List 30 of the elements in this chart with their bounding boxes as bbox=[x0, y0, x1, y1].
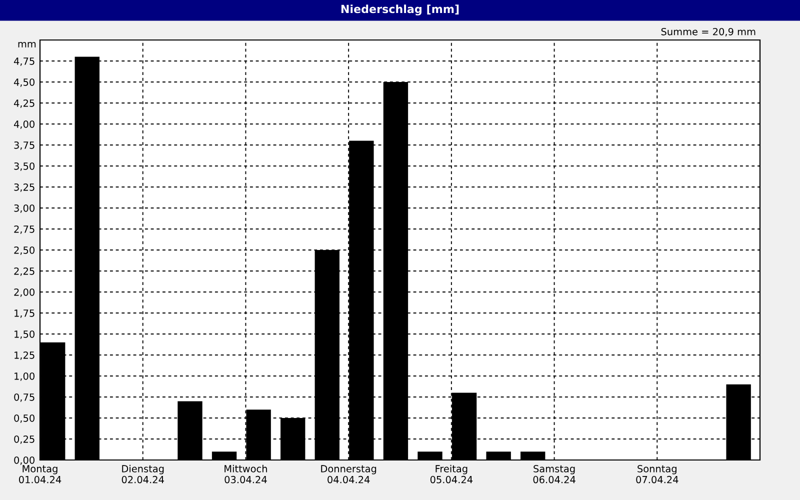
x-tick-label: Donnerstag 04.04.24 bbox=[321, 465, 376, 484]
x-tick-label: Samstag 06.04.24 bbox=[533, 465, 576, 484]
y-tick-label: 1,25 bbox=[14, 351, 34, 360]
y-tick-label: 4,00 bbox=[14, 120, 34, 129]
x-tick-label: Freitag 05.04.24 bbox=[430, 464, 473, 484]
y-tick-label: 3,75 bbox=[14, 141, 34, 150]
y-tick-label: 1,00 bbox=[14, 372, 34, 381]
y-tick-label: 1,75 bbox=[14, 310, 34, 318]
y-tick-label: 2,50 bbox=[14, 246, 34, 255]
x-tick-label: Sonntag 07.04.24 bbox=[636, 465, 678, 484]
y-tick-label: 4,25 bbox=[14, 99, 34, 108]
y-axis-title: mm bbox=[18, 42, 36, 48]
y-tick-label: 3,25 bbox=[14, 183, 34, 192]
y-tick-label: 2,25 bbox=[14, 267, 34, 276]
chart-title: Niederschlag [mm] bbox=[341, 4, 459, 16]
x-tick-label: Montag 01.04.24 bbox=[18, 465, 62, 484]
text: Summe = 20,9 mm bbox=[661, 28, 756, 36]
x-tick-label: Dienstag 02.04.24 bbox=[122, 464, 164, 484]
x-tick-label: Mittwoch 03.04.24 bbox=[224, 464, 267, 484]
y-tick-label: 4,75 bbox=[14, 58, 34, 66]
y-tick-label: 1,50 bbox=[14, 330, 34, 339]
y-tick-label: 2,00 bbox=[14, 288, 34, 297]
y-tick-label: 2,75 bbox=[14, 225, 34, 234]
y-tick-label: 0,75 bbox=[14, 393, 34, 402]
y-tick-label: 3,00 bbox=[14, 204, 34, 213]
y-tick-label: 0,25 bbox=[14, 435, 34, 444]
y-tick-label: 0,00 bbox=[14, 456, 34, 465]
y-tick-label: 3,50 bbox=[14, 162, 34, 171]
y-tick-label: 4,50 bbox=[14, 78, 34, 87]
y-tick-label: 0,50 bbox=[14, 414, 34, 423]
